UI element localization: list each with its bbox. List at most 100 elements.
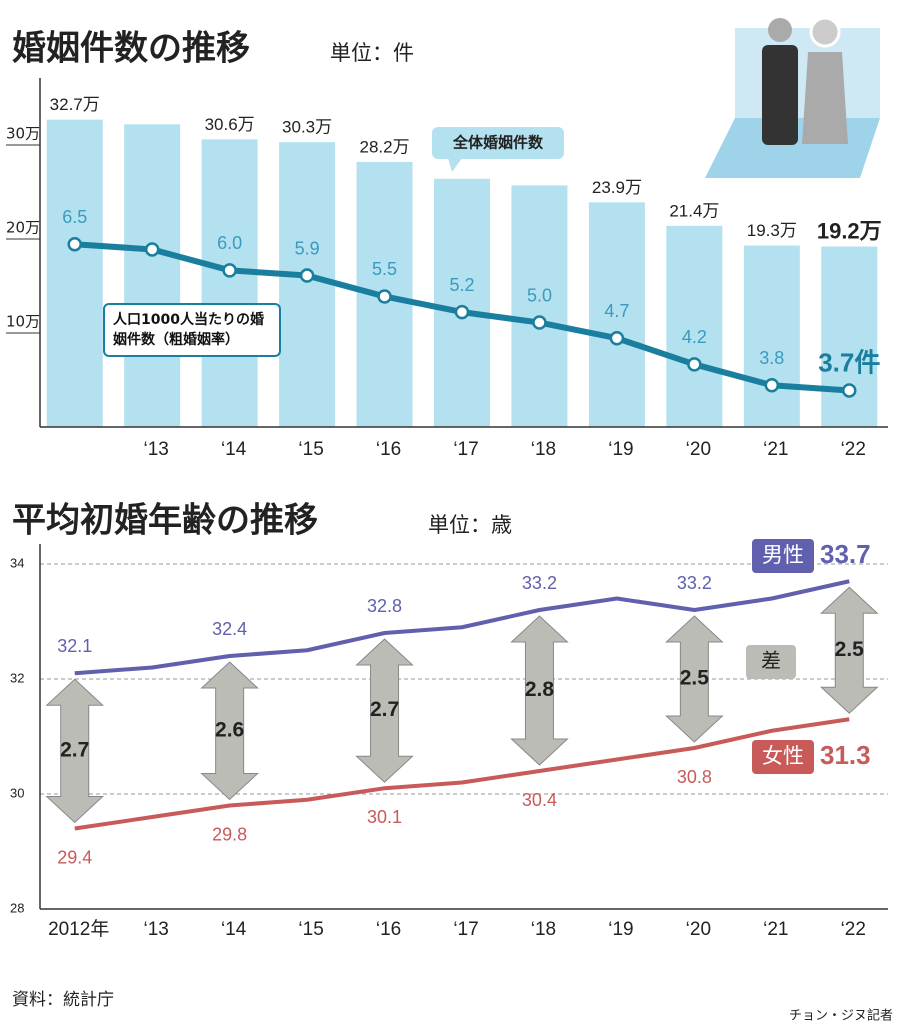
groom-head [768, 18, 792, 42]
legend-pointer [448, 158, 462, 172]
x-tick-label: ‘18 [531, 919, 556, 940]
point-value-label: 32.1 [57, 636, 92, 656]
bar-value-label: 19.3万 [747, 221, 797, 240]
x-tick-label: ‘20 [686, 439, 711, 460]
bar-value-label: 30.6万 [205, 115, 255, 134]
point [532, 315, 547, 330]
rate-legend: 人口1000人当たりの婚姻件数（粗婚姻率） [103, 303, 281, 357]
chart-title: 平均初婚年齢の推移 [12, 501, 318, 541]
point [144, 242, 160, 257]
bar-value-label: 28.2万 [359, 137, 409, 156]
unit-label: 単位：件 [330, 41, 414, 65]
legend-value-label: 33.7 [820, 539, 871, 569]
point-value-label: 33.2 [677, 573, 712, 593]
point-value-label: 6.0 [217, 233, 242, 253]
y-tick-label: 20万 [6, 219, 40, 237]
bar-value-label: 21.4万 [669, 201, 719, 220]
x-tick-label: ‘13 [144, 439, 169, 460]
x-tick-label: ‘19 [608, 439, 633, 460]
bride-head [809, 16, 841, 48]
legend-box [432, 127, 564, 159]
difference-label: 2.6 [215, 718, 244, 741]
x-tick-label: ‘18 [531, 439, 556, 460]
point-value-label: 4.7 [604, 301, 629, 321]
point [687, 357, 702, 372]
point-value-label: 6.5 [62, 207, 87, 227]
bar [511, 185, 568, 427]
difference-label: 2.8 [525, 678, 555, 701]
legend-value-label: 31.3 [820, 740, 871, 770]
point [67, 236, 82, 252]
illustration [705, 16, 880, 178]
difference-label: 2.7 [60, 738, 89, 761]
legend-box [752, 539, 814, 573]
difference-arrow [200, 661, 259, 801]
unit-label: 単位：歳 [428, 513, 512, 537]
line [74, 717, 850, 831]
bar [124, 124, 181, 427]
source: 資料：統計庁 [12, 990, 114, 1010]
y-tick-label: 30 [10, 785, 24, 800]
difference-label: 2.7 [370, 698, 399, 721]
difference-arrow [355, 638, 414, 783]
bar [743, 245, 800, 427]
bar-value-label: 32.7万 [50, 95, 100, 114]
point-value-label: 4.2 [682, 327, 707, 347]
y-tick-label: 34 [10, 555, 24, 570]
x-tick-label: ‘13 [144, 919, 169, 940]
bar [588, 202, 645, 427]
y-tick-label: 10万 [6, 313, 40, 331]
difference-arrow [510, 615, 569, 766]
y-tick-label: 28 [10, 900, 24, 915]
point-value-label: 32.4 [212, 619, 247, 639]
x-tick-label: ‘19 [608, 919, 633, 940]
point-value-label: 30.4 [522, 790, 557, 810]
point [222, 263, 237, 278]
bar [821, 246, 878, 427]
x-tick-label: ‘16 [376, 439, 401, 460]
point-value-label: 5.9 [295, 238, 320, 258]
x-tick-label: ‘21 [763, 439, 788, 460]
point-value-label: 29.8 [212, 824, 247, 844]
x-tick-label: ‘16 [376, 919, 401, 940]
difference-label: 2.5 [835, 638, 865, 661]
point-value-label: 5.2 [449, 275, 474, 295]
point [299, 268, 315, 283]
x-tick-label: 2012年 [48, 918, 109, 940]
bar [666, 225, 723, 427]
bar-value-label: 30.3万 [282, 118, 332, 137]
bar [279, 142, 336, 427]
x-tick-label: ‘15 [298, 919, 323, 940]
y-tick-label: 32 [10, 670, 24, 685]
point [609, 330, 625, 346]
point [377, 289, 392, 304]
x-tick-label: ‘14 [221, 919, 247, 940]
legend-label: 男性 [762, 543, 804, 567]
point [454, 304, 470, 320]
difference-legend-box [746, 645, 796, 679]
x-tick-label: ‘21 [763, 919, 788, 940]
x-tick-label: ‘22 [841, 919, 866, 940]
y-tick-label: 30万 [6, 125, 40, 143]
point-value-label: 30.8 [677, 767, 712, 787]
legend-box [752, 740, 814, 774]
point-value-label: 5.5 [372, 259, 397, 279]
legend-label: 女性 [762, 744, 804, 768]
x-tick-label: ‘17 [453, 919, 478, 940]
point [842, 383, 857, 398]
bar [201, 139, 258, 428]
point-value-label: 29.4 [57, 847, 92, 867]
bride-body [802, 52, 848, 144]
credit: チョン・ジヌ記者 [789, 1008, 893, 1024]
bar [434, 178, 490, 427]
difference-label: 2.5 [680, 667, 710, 690]
x-tick-label: ‘15 [298, 439, 323, 460]
x-tick-label: ‘20 [686, 919, 711, 940]
legend-label: 全体婚姻件数 [452, 134, 544, 152]
difference-arrow [819, 586, 879, 714]
line [74, 579, 850, 676]
difference-legend-label: 差 [761, 649, 781, 673]
groom-body [762, 45, 798, 145]
chart-title: 婚姻件数の推移 [12, 29, 250, 69]
